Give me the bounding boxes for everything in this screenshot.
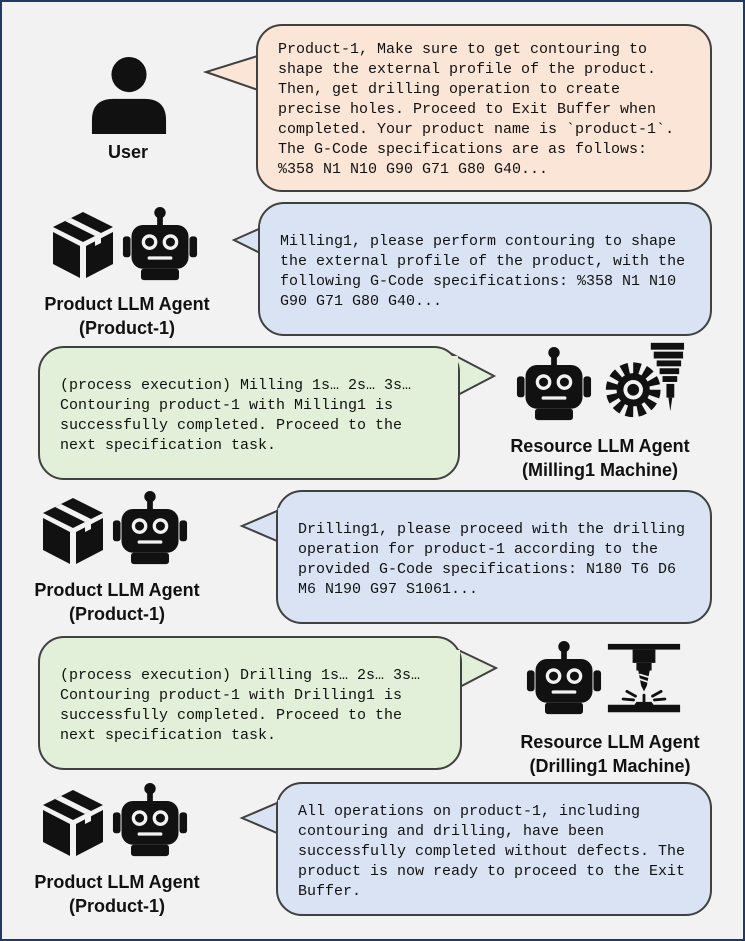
person-icon [91, 56, 167, 134]
tail-join [258, 54, 264, 92]
box-icon [43, 790, 103, 856]
product-agent-label: Product LLM Agent (Product-1) [12, 870, 222, 918]
product-agent-label-line1: Product LLM Agent [34, 580, 200, 600]
message-bubble-product-3: All operations on product-1, including c… [276, 782, 712, 916]
tail-join [278, 508, 284, 544]
product-agent-label: Product LLM Agent (Product-1) [12, 578, 222, 626]
tail-join [454, 650, 460, 686]
drilling-agent-label: Resource LLM Agent (Drilling1 Machine) [502, 730, 718, 778]
message-bubble-milling: (process execution) Milling 1s… 2s… 3s… … [38, 346, 460, 480]
tail-join [260, 224, 266, 258]
milling-agent-label-line2: (Milling1 Machine) [521, 460, 678, 480]
message-bubble-product-2: Drilling1, please proceed with the drill… [276, 490, 712, 624]
product-agent-label-line2: (Product-1) [69, 896, 165, 916]
milling-agent-label-line1: Resource LLM Agent [510, 436, 690, 456]
drilling-agent-label-line2: (Drilling1 Machine) [529, 756, 691, 776]
message-bubble-drilling: (process execution) Drilling 1s… 2s… 3s…… [38, 636, 462, 770]
message-bubble-product-1: Milling1, please perform contouring to s… [258, 202, 712, 336]
box-icon [43, 498, 103, 564]
message-bubble-user: Product-1, Make sure to get contouring t… [256, 24, 712, 192]
drill-press-icon [606, 642, 682, 714]
milling-agent-label: Resource LLM Agent (Milling1 Machine) [492, 434, 708, 482]
robot-icon [111, 490, 189, 566]
tail-join [278, 800, 284, 836]
product-agent-label-line2: (Product-1) [79, 318, 175, 338]
robot-icon [515, 346, 593, 422]
robot-icon [111, 782, 189, 858]
product-agent-label-line1: Product LLM Agent [34, 872, 200, 892]
drilling-agent-label-line1: Resource LLM Agent [520, 732, 700, 752]
milling-machine-icon [598, 340, 686, 420]
product-agent-label-line1: Product LLM Agent [44, 294, 210, 314]
user-label: User [107, 142, 149, 162]
product-agent-label-line2: (Product-1) [69, 604, 165, 624]
box-icon [53, 212, 113, 278]
product-agent-label: Product LLM Agent (Product-1) [22, 292, 232, 340]
tail-join [452, 356, 458, 394]
robot-icon [121, 206, 199, 282]
robot-icon [525, 640, 603, 716]
